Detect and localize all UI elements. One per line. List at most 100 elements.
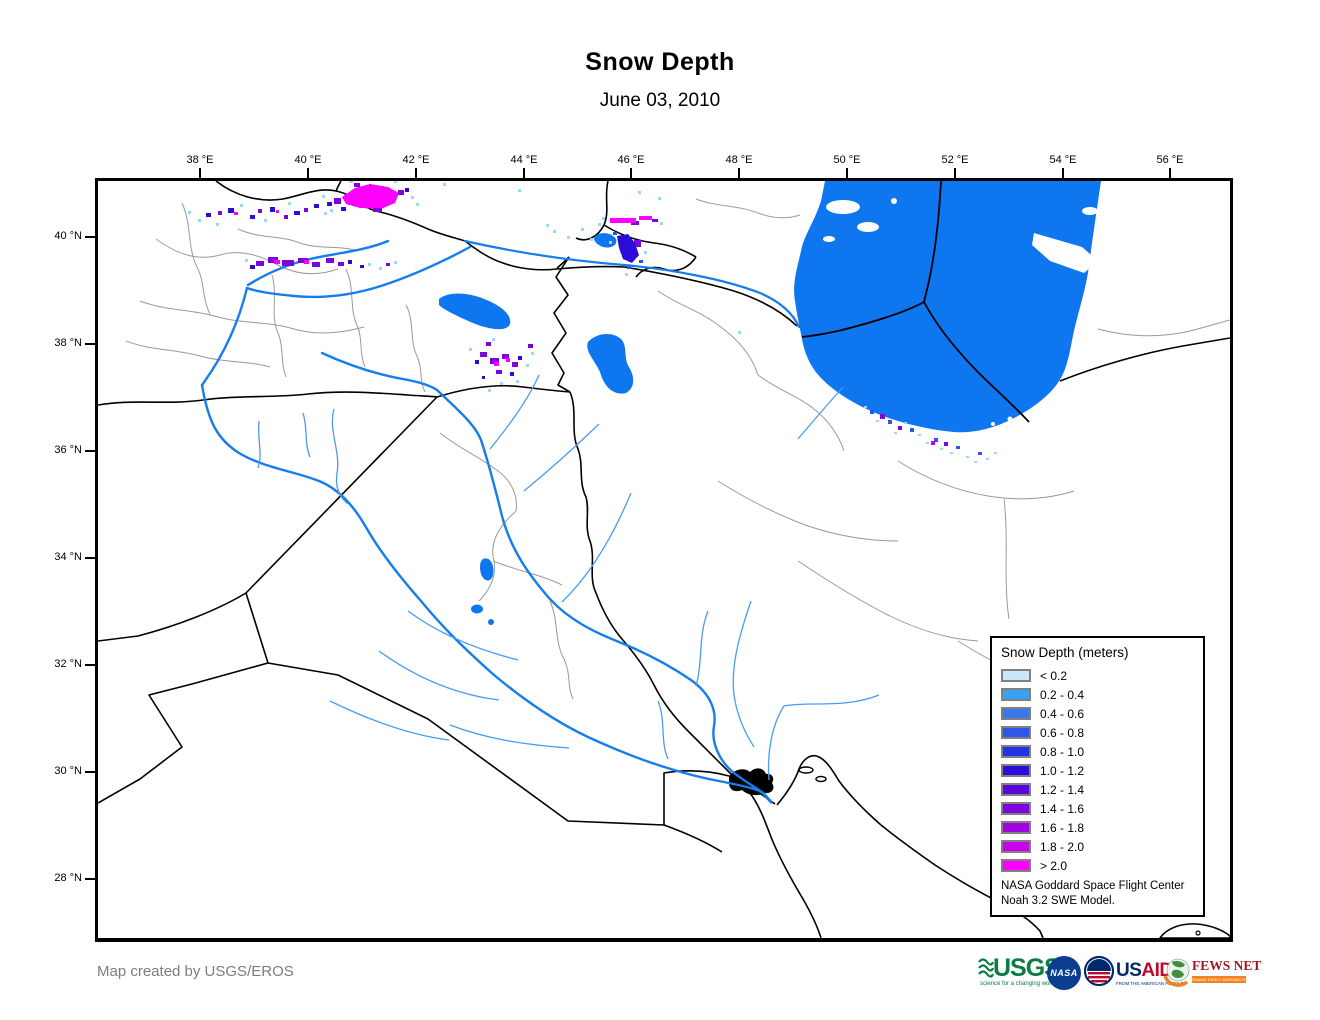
legend-row: 1.4 - 1.6 [1001, 799, 1194, 818]
usgs-logo: USGS science for a changing world [978, 954, 1061, 996]
border-iran-turkmenistan [1059, 337, 1230, 382]
lon-tick [738, 168, 740, 178]
lon-label: 38 °E [186, 154, 214, 166]
balikh-river [257, 420, 261, 469]
border-jordan-iraq [245, 592, 269, 664]
qeshm-dot [1195, 930, 1201, 936]
legend-swatch [1001, 669, 1031, 682]
lat-tick [85, 450, 95, 452]
fews-globe-icon [1163, 958, 1190, 987]
border-jordan-saudi [98, 662, 269, 804]
nasa-logo: NASA [1047, 954, 1083, 996]
legend-label: 1.2 - 1.4 [1040, 782, 1085, 797]
legend-label: 1.6 - 1.8 [1040, 820, 1085, 835]
fews-net-logo: FEWS NET FAMINE EARLY WARNING SYSTEMS NE… [1163, 954, 1261, 996]
border-iran-azerbaijan [623, 266, 798, 327]
lat-label: 28 °N [54, 872, 82, 884]
page-date: June 03, 2010 [599, 90, 721, 111]
aras-river [463, 239, 801, 329]
lat-tick [85, 343, 95, 345]
map-canvas [98, 181, 1230, 938]
lat-tick [85, 771, 95, 773]
murat-river [245, 245, 472, 299]
lat-label: 32 °N [54, 658, 82, 670]
lat-label: 34 °N [54, 551, 82, 563]
caspian-maritime-borders [801, 181, 1030, 423]
legend-source: NASA Goddard Space Flight Center Noah 3.… [1001, 880, 1185, 907]
kuwait-bay [729, 768, 774, 796]
lon-tick [954, 168, 956, 178]
gulf-island [815, 775, 827, 783]
legend-title: Snow Depth (meters) [1001, 645, 1129, 660]
lake-habbaniyah [488, 619, 494, 625]
coastline-details [729, 766, 1230, 938]
tigris-river [435, 388, 765, 795]
page-title: Snow Depth [585, 48, 735, 76]
lon-tick [1169, 168, 1171, 178]
lon-label: 56 °E [1156, 154, 1184, 166]
border-armenia-cluster [575, 181, 609, 241]
legend-row: 0.4 - 0.6 [1001, 704, 1194, 723]
euphrates-river [200, 286, 249, 387]
lake-tharthar [479, 558, 494, 581]
border-turkey-armenia [464, 240, 625, 271]
lon-label: 46 °E [617, 154, 645, 166]
lon-label: 50 °E [833, 154, 861, 166]
karun-river [767, 694, 880, 781]
sefidrud-river [797, 386, 844, 440]
lat-label: 36 °N [54, 444, 82, 456]
lon-tick [415, 168, 417, 178]
gulf-island [798, 766, 814, 774]
usaid-wordmark: USAID [1116, 960, 1173, 981]
legend-box: Snow Depth (meters) < 0.2 0.2 - 0.4 0.4 … [990, 636, 1205, 917]
legend-row: 0.2 - 0.4 [1001, 685, 1194, 704]
qeshm-island [1159, 923, 1230, 938]
lon-label: 54 °E [1049, 154, 1077, 166]
legend-label: < 0.2 [1040, 668, 1068, 683]
legend-swatch [1001, 802, 1031, 815]
legend-swatch [1001, 821, 1031, 834]
lakes [439, 233, 634, 625]
legend-row: 0.8 - 1.0 [1001, 742, 1194, 761]
usaid-logo: USAID FROM THE AMERICAN PEOPLE [1084, 954, 1183, 996]
legend-swatch [1001, 859, 1031, 872]
lat-label: 38 °N [54, 337, 82, 349]
usaid-tagline: FROM THE AMERICAN PEOPLE [1116, 981, 1184, 986]
euphrates-river [200, 383, 765, 795]
diyala-river [561, 492, 632, 603]
lat-label: 40 °N [54, 230, 82, 242]
lon-tick [630, 168, 632, 178]
fews-tagline: FAMINE EARLY WARNING SYSTEMS NETWORK [1192, 976, 1246, 983]
legend-label: 0.8 - 1.0 [1040, 744, 1085, 759]
fews-wordmark: FEWS NET [1192, 958, 1262, 973]
legend-row: 1.0 - 1.2 [1001, 761, 1194, 780]
border-syria-jordan [98, 592, 247, 642]
border-turkey-iraq [436, 384, 571, 398]
caspian-sea [794, 181, 1101, 433]
lake-van [439, 293, 511, 330]
lat-tick [85, 557, 95, 559]
legend-label: 0.4 - 0.6 [1040, 706, 1085, 721]
rivers-tributaries [257, 374, 880, 781]
lake-razzaza [471, 604, 483, 614]
usaid-seal-icon [1084, 956, 1114, 986]
map-credit: Map created by USGS/EROS [97, 963, 294, 980]
border-kuwait [663, 770, 730, 825]
lon-label: 40 °E [294, 154, 322, 166]
lat-tick [85, 664, 95, 666]
greater-zab-river [489, 374, 540, 450]
border-georgia-turkey [215, 181, 466, 242]
snow-patches [188, 181, 997, 463]
border-iraq-saudi [267, 662, 665, 826]
karkheh-river [732, 600, 755, 748]
legend-label: > 2.0 [1040, 858, 1068, 873]
khabur-river [331, 408, 349, 505]
lon-label: 52 °E [941, 154, 969, 166]
tigris-river [320, 351, 439, 392]
usgs-tagline: science for a changing world [980, 981, 1057, 987]
legend-row: 0.6 - 0.8 [1001, 723, 1194, 742]
nasa-meatball-icon: NASA [1047, 956, 1081, 990]
legend-swatch [1001, 688, 1031, 701]
border-turkey-iran [551, 256, 571, 393]
lon-tick [1062, 168, 1064, 178]
